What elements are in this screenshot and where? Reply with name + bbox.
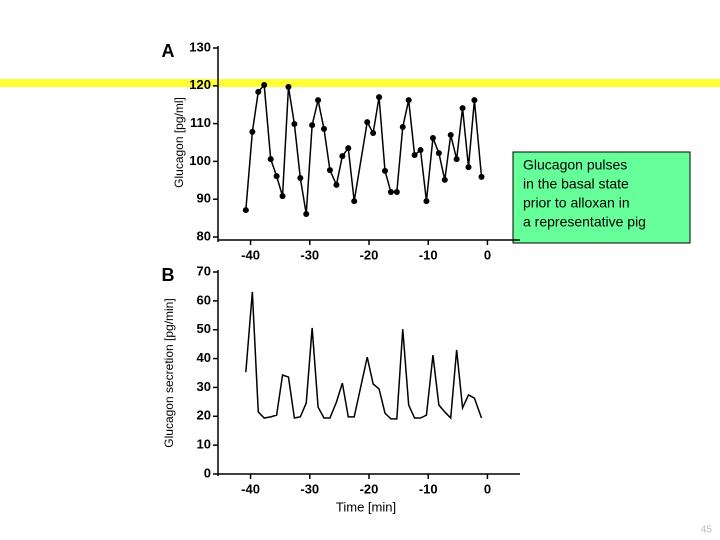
data-point <box>465 164 472 171</box>
x-axis-label: Time [min] <box>336 499 396 514</box>
x-tick-label: -20 <box>360 481 379 496</box>
data-point <box>267 156 274 163</box>
data-point <box>261 82 268 89</box>
panel-label: A <box>162 41 175 61</box>
data-point <box>435 150 442 157</box>
y-axis-label: Glucagon [pg/ml] <box>172 97 186 188</box>
y-tick-label: 80 <box>197 228 211 243</box>
note-line: in the basal state <box>523 176 629 192</box>
data-point <box>376 94 383 101</box>
y-tick-label: 20 <box>197 408 211 423</box>
data-point <box>441 176 448 183</box>
data-point <box>429 134 436 141</box>
data-point <box>471 97 478 104</box>
data-point <box>255 88 262 95</box>
y-tick-label: 10 <box>197 437 211 452</box>
data-point <box>393 189 400 196</box>
x-tick-label: -40 <box>241 247 260 262</box>
data-point <box>273 173 280 180</box>
note-line: prior to alloxan in <box>523 195 630 211</box>
y-tick-label: 100 <box>189 153 211 168</box>
y-tick-label: 60 <box>197 292 211 307</box>
note-line: a representative pig <box>523 214 646 230</box>
panel-label: B <box>162 265 175 285</box>
x-tick-label: -40 <box>241 481 260 496</box>
data-line <box>245 291 483 420</box>
data-point <box>315 97 322 104</box>
y-tick-label: 130 <box>189 39 211 54</box>
note-box <box>512 151 691 244</box>
data-point <box>309 122 316 129</box>
data-point <box>447 131 454 138</box>
data-point <box>297 175 304 182</box>
data-point <box>285 83 292 90</box>
highlight-bar <box>0 79 720 87</box>
data-point <box>423 198 430 205</box>
y-tick-label: 40 <box>197 350 211 365</box>
data-point <box>279 193 286 200</box>
data-point <box>351 198 358 205</box>
data-point <box>249 128 256 135</box>
data-point <box>242 207 249 214</box>
y-axis-label: Glucagon secretion [pg/min] <box>162 298 176 447</box>
x-tick-label: 0 <box>484 247 491 262</box>
y-tick-label: 110 <box>190 115 211 130</box>
y-tick-label: 120 <box>189 77 211 92</box>
y-tick-label: 90 <box>197 191 211 206</box>
data-point <box>291 120 298 127</box>
data-point <box>333 181 340 188</box>
note-line: Glucagon pulses <box>523 157 627 173</box>
data-point <box>387 189 394 196</box>
data-point <box>399 124 406 131</box>
x-tick-label: -20 <box>360 247 379 262</box>
data-point <box>478 173 485 180</box>
data-point <box>405 97 412 104</box>
data-point <box>326 167 333 174</box>
y-tick-label: 0 <box>204 465 211 480</box>
data-point <box>411 151 418 158</box>
data-point <box>320 125 327 132</box>
x-tick-label: -30 <box>300 481 319 496</box>
y-tick-label: 70 <box>197 263 211 278</box>
x-tick-label: 0 <box>484 481 491 496</box>
data-point <box>453 156 460 163</box>
data-point <box>345 145 352 152</box>
y-tick-label: 50 <box>197 321 211 336</box>
data-point <box>339 153 346 160</box>
data-point <box>459 105 466 112</box>
data-point <box>370 130 377 137</box>
page-number: 45 <box>701 525 713 536</box>
data-point <box>381 167 388 174</box>
x-tick-label: -30 <box>300 247 319 262</box>
x-tick-label: -10 <box>419 247 438 262</box>
data-point <box>417 147 424 154</box>
y-tick-label: 30 <box>197 379 211 394</box>
data-point <box>364 119 371 126</box>
x-tick-label: -10 <box>419 481 438 496</box>
data-point <box>303 210 310 217</box>
